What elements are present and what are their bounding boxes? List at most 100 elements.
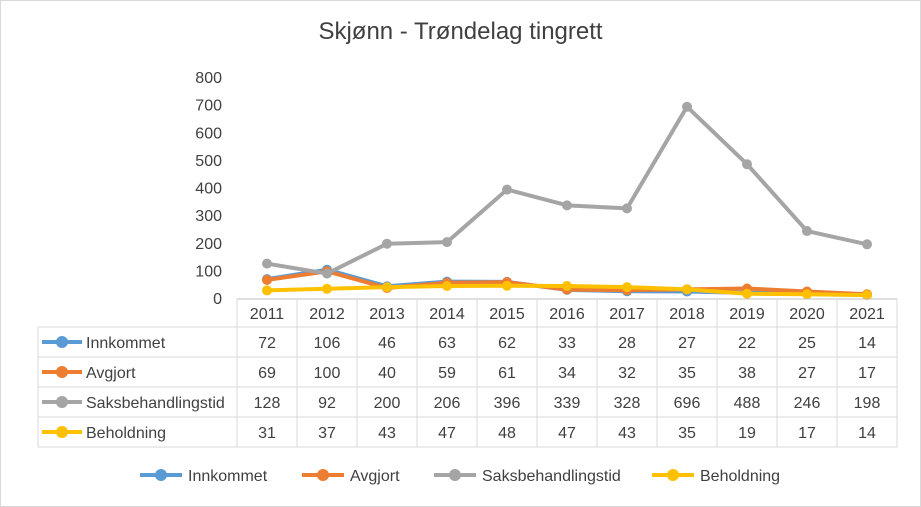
data-point xyxy=(862,290,872,301)
y-tick-label: 600 xyxy=(195,125,222,142)
table-cell: 43 xyxy=(378,425,396,442)
x-tick-label: 2020 xyxy=(789,306,825,323)
table-cell: 34 xyxy=(558,365,576,382)
table-series-label: Beholdning xyxy=(86,425,166,442)
y-tick-label: 300 xyxy=(195,208,222,225)
y-tick-label: 800 xyxy=(195,70,222,87)
table-cell: 696 xyxy=(674,395,701,412)
table-legend-marker xyxy=(56,366,68,378)
table-cell: 63 xyxy=(438,335,456,352)
table-cell: 35 xyxy=(678,425,696,442)
table-legend-marker xyxy=(56,426,68,438)
table-cell: 47 xyxy=(558,425,576,442)
x-tick-label: 2012 xyxy=(309,306,345,323)
data-point xyxy=(682,284,692,295)
table-cell: 31 xyxy=(258,425,276,442)
data-point xyxy=(322,268,332,279)
table-cell: 72 xyxy=(258,335,276,352)
table-cell: 37 xyxy=(318,425,336,442)
legend-label: Innkommet xyxy=(188,468,268,485)
table-cell: 28 xyxy=(618,335,636,352)
x-tick-label: 2018 xyxy=(669,306,705,323)
table-cell: 38 xyxy=(738,365,756,382)
table-cell: 33 xyxy=(558,335,576,352)
x-tick-label: 2021 xyxy=(849,306,885,323)
y-tick-label: 400 xyxy=(195,181,222,198)
table-cell: 61 xyxy=(498,365,516,382)
table-cell: 14 xyxy=(858,425,876,442)
data-point xyxy=(862,239,872,250)
y-tick-label: 200 xyxy=(195,236,222,253)
table-legend-marker xyxy=(56,336,68,348)
y-tick-label: 700 xyxy=(195,98,222,115)
data-point xyxy=(262,285,272,296)
data-point xyxy=(502,184,512,195)
chart-title: Skjønn - Trøndelag tingrett xyxy=(318,18,603,45)
x-tick-label: 2019 xyxy=(729,306,765,323)
table-cell: 69 xyxy=(258,365,276,382)
data-point xyxy=(742,159,752,170)
data-point xyxy=(742,288,752,299)
table-cell: 92 xyxy=(318,395,336,412)
table-cell: 17 xyxy=(858,365,876,382)
data-point xyxy=(442,237,452,248)
data-point xyxy=(682,101,692,112)
table-legend-marker xyxy=(56,396,68,408)
data-point xyxy=(442,281,452,292)
table-cell: 25 xyxy=(798,335,816,352)
legend-marker xyxy=(667,469,679,481)
x-tick-label: 2014 xyxy=(429,306,465,323)
data-point xyxy=(322,283,332,294)
table-cell: 48 xyxy=(498,425,516,442)
table-cell: 198 xyxy=(854,395,881,412)
table-cell: 17 xyxy=(798,425,816,442)
table-cell: 200 xyxy=(374,395,401,412)
x-tick-label: 2011 xyxy=(250,306,285,323)
y-tick-label: 0 xyxy=(213,291,222,308)
table-cell: 328 xyxy=(614,395,641,412)
data-point xyxy=(382,238,392,249)
table-cell: 396 xyxy=(494,395,521,412)
data-point xyxy=(802,226,812,237)
table-cell: 106 xyxy=(314,335,341,352)
series-line xyxy=(266,104,868,276)
table-cell: 22 xyxy=(738,335,756,352)
data-point xyxy=(622,203,632,214)
y-tick-label: 100 xyxy=(195,263,222,280)
x-tick-label: 2015 xyxy=(489,306,525,323)
table-cell: 40 xyxy=(378,365,396,382)
table-cell: 62 xyxy=(498,335,516,352)
data-point xyxy=(802,289,812,300)
x-tick-label: 2013 xyxy=(369,306,405,323)
table-cell: 32 xyxy=(618,365,636,382)
table-series-label: Avgjort xyxy=(86,365,136,382)
table-cell: 206 xyxy=(434,395,461,412)
legend-label: Saksbehandlingstid xyxy=(482,468,621,485)
table-cell: 35 xyxy=(678,365,696,382)
data-point xyxy=(562,281,572,292)
table-series-label: Innkommet xyxy=(86,335,166,352)
data-point xyxy=(622,282,632,293)
table-cell: 59 xyxy=(438,365,456,382)
y-tick-label: 500 xyxy=(195,153,222,170)
legend-marker xyxy=(317,469,329,481)
legend-marker xyxy=(155,469,167,481)
table-cell: 19 xyxy=(738,425,756,442)
data-point xyxy=(262,274,272,285)
table-cell: 14 xyxy=(858,335,876,352)
table-cell: 27 xyxy=(678,335,696,352)
table-cell: 47 xyxy=(438,425,456,442)
table-cell: 46 xyxy=(378,335,396,352)
data-point xyxy=(382,282,392,293)
table-cell: 128 xyxy=(254,395,281,412)
table-cell: 488 xyxy=(734,395,761,412)
table-cell: 43 xyxy=(618,425,636,442)
table-cell: 246 xyxy=(794,395,821,412)
legend-label: Avgjort xyxy=(350,468,400,485)
table-cell: 27 xyxy=(798,365,816,382)
legend-marker xyxy=(449,469,461,481)
x-tick-label: 2017 xyxy=(609,306,645,323)
legend-label: Beholdning xyxy=(700,468,780,485)
x-tick-label: 2016 xyxy=(549,306,585,323)
